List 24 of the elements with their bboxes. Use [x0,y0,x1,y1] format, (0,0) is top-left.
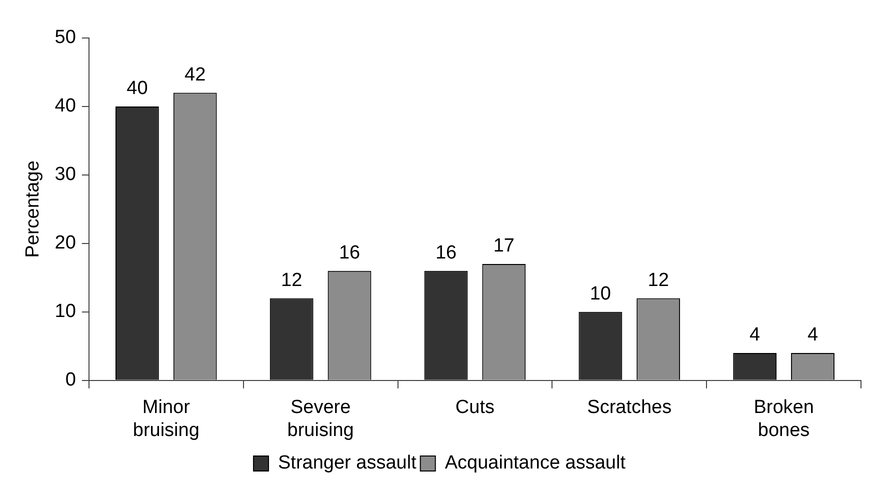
y-tick-label: 20 [54,232,76,254]
y-tick-label: 50 [54,27,76,48]
legend-label: Acquaintance assault [444,452,626,474]
y-tick-label: 10 [54,301,76,322]
data-label: 40 [126,78,148,100]
x-tick-label: Cuts [455,397,495,418]
x-tick-label: Minor bruising [132,397,200,441]
data-label: 16 [338,242,360,264]
data-label: 17 [493,236,514,257]
y-tick-label: 40 [54,96,76,117]
data-label: 4 [750,324,761,346]
data-label: 10 [590,284,611,305]
y-tick-label: 0 [65,370,76,391]
legend-label: Stranger assault [278,452,418,474]
x-tick-label: Broken bones [754,397,814,441]
y-tick-label: 30 [54,164,76,186]
x-tick-label: Severe bruising [287,397,354,441]
x-tick-label: Scratches [587,397,672,418]
data-label: 42 [184,64,206,86]
data-label: 4 [807,324,818,346]
data-label: 12 [648,270,669,291]
data-label: 16 [435,242,457,264]
data-label: 12 [281,270,302,291]
y-axis-title: Percentage [22,160,44,258]
